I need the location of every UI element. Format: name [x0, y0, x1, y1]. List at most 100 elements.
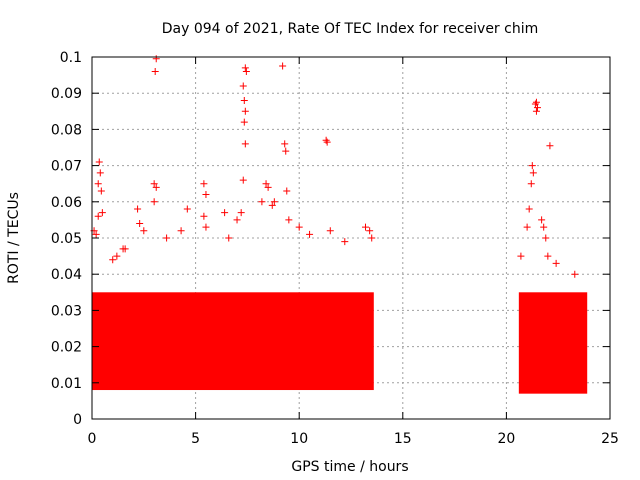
data-point: [285, 216, 293, 224]
data-point: [177, 227, 185, 235]
data-point: [262, 180, 270, 188]
y-tick-label: 0.1: [60, 50, 82, 66]
data-point: [183, 205, 191, 213]
data-point: [532, 107, 540, 115]
data-point: [202, 191, 210, 199]
data-point: [532, 98, 540, 106]
data-point: [326, 227, 334, 235]
data-point: [281, 140, 289, 148]
data-point: [527, 180, 535, 188]
data-point: [531, 100, 539, 108]
data-point: [270, 198, 278, 206]
y-tick-label: 0.01: [51, 376, 82, 392]
data-point: [92, 230, 100, 238]
data-point: [150, 180, 158, 188]
data-point: [136, 220, 144, 228]
data-points: [90, 55, 587, 304]
data-point: [546, 142, 554, 150]
y-tick-label: 0.06: [51, 195, 82, 211]
data-point: [241, 64, 249, 72]
axis-ticks: [91, 56, 611, 420]
y-tick-label: 0.09: [51, 86, 82, 102]
data-point: [225, 234, 233, 242]
data-point: [152, 183, 160, 191]
data-point: [279, 62, 287, 70]
y-tick-label: 0.08: [51, 122, 82, 138]
data-density-band: [92, 292, 374, 391]
y-tick-label: 0.04: [51, 267, 82, 283]
data-point: [134, 205, 142, 213]
data-point: [221, 209, 229, 217]
data-point: [240, 96, 248, 104]
data-point: [240, 118, 248, 126]
x-tick-label: 0: [88, 431, 97, 447]
data-point: [113, 252, 121, 260]
data-point: [239, 82, 247, 90]
data-point: [258, 198, 266, 206]
tick-labels: 0 5 10 15 20 25 0 0.01 0.02 0.03 0.04 0.05 0.06 0.07 0…: [51, 50, 619, 447]
data-density-band: [518, 292, 588, 394]
data-point: [200, 180, 208, 188]
data-point: [579, 296, 587, 304]
data-point: [241, 140, 249, 148]
data-point: [140, 227, 148, 235]
data-point: [306, 230, 314, 238]
y-tick-label: 0.05: [51, 231, 82, 247]
data-point: [233, 216, 241, 224]
data-point: [323, 138, 331, 146]
data-point: [163, 234, 171, 242]
x-tick-label: 25: [601, 431, 619, 447]
data-point: [523, 223, 531, 231]
x-tick-label: 10: [290, 431, 308, 447]
chart-title: Day 094 of 2021, Rate Of TEC Index for r…: [162, 21, 538, 37]
data-point: [322, 136, 330, 144]
y-tick-label: 0.02: [51, 340, 82, 356]
data-point: [538, 216, 546, 224]
data-point: [282, 147, 290, 155]
x-tick-label: 5: [191, 431, 200, 447]
data-point: [529, 169, 537, 177]
data-point: [525, 205, 533, 213]
data-point: [552, 259, 560, 267]
data-point: [542, 234, 550, 242]
data-point: [109, 256, 117, 264]
x-tick-label: 20: [497, 431, 515, 447]
data-point: [97, 187, 105, 195]
data-point: [94, 212, 102, 220]
data-point: [151, 67, 159, 75]
data-point: [368, 234, 376, 242]
y-tick-label: 0.03: [51, 303, 82, 319]
data-point: [544, 252, 552, 260]
data-density-bands: [92, 292, 588, 394]
data-point: [362, 223, 370, 231]
data-point: [540, 223, 548, 231]
y-axis-label: ROTI / TECUs: [6, 192, 22, 284]
data-point: [121, 245, 129, 253]
data-point: [96, 169, 104, 177]
data-point: [239, 176, 247, 184]
data-point: [98, 209, 106, 217]
data-point: [150, 198, 158, 206]
y-tick-label: 0.07: [51, 159, 82, 175]
data-point: [366, 227, 374, 235]
data-point: [295, 223, 303, 231]
data-point: [268, 201, 276, 209]
data-point: [341, 238, 349, 246]
data-point: [94, 180, 102, 188]
data-point: [241, 107, 249, 115]
data-point: [283, 187, 291, 195]
data-point: [533, 104, 541, 112]
data-point: [242, 67, 250, 75]
data-point: [517, 252, 525, 260]
data-point: [200, 212, 208, 220]
data-point: [152, 55, 160, 63]
data-point: [264, 183, 272, 191]
x-axis-label: GPS time / hours: [291, 459, 408, 475]
data-point: [237, 209, 245, 217]
data-point: [528, 162, 536, 170]
data-point: [571, 270, 579, 278]
data-point: [202, 223, 210, 231]
y-tick-label: 0: [73, 412, 82, 428]
data-point: [95, 158, 103, 166]
